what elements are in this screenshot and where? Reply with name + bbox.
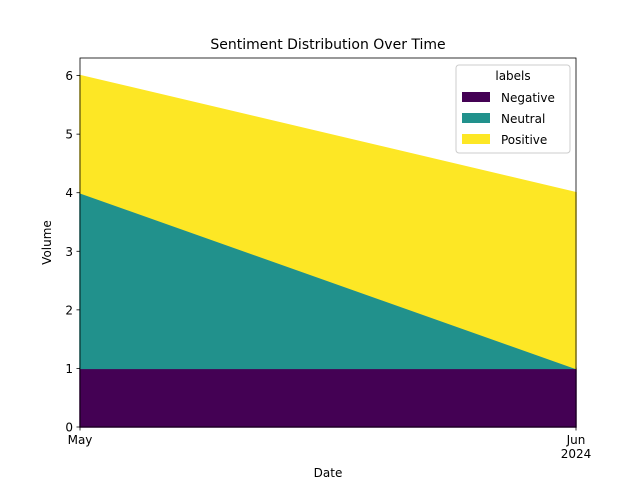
- stacked-areas: [79, 74, 577, 428]
- x-axis-label: Date: [314, 466, 343, 480]
- y-tick-label: 3: [65, 245, 73, 259]
- area-negative: [79, 367, 577, 428]
- y-tick-label: 1: [65, 362, 73, 376]
- legend-label-positive: Positive: [501, 133, 547, 147]
- y-tick-label: 5: [65, 128, 73, 142]
- y-tick-label: 2: [65, 303, 73, 317]
- x-tick-label: Jun: [566, 433, 586, 447]
- y-axis: 0 1 2 3 4 5 6: [65, 69, 80, 435]
- x-tick-label: 2024: [561, 447, 592, 461]
- legend-title: labels: [495, 69, 530, 83]
- legend-label-negative: Negative: [501, 91, 555, 105]
- y-tick-label: 6: [65, 69, 73, 83]
- legend-swatch-neutral: [462, 113, 490, 123]
- y-axis-label: Volume: [40, 220, 54, 265]
- plot-frame: [79, 57, 577, 428]
- legend-swatch-negative: [462, 92, 490, 102]
- y-tick-label: 4: [65, 186, 73, 200]
- legend-label-neutral: Neutral: [501, 112, 545, 126]
- y-tick-label: 0: [65, 421, 73, 435]
- x-tick-label: May: [68, 433, 93, 447]
- legend-box: [455, 64, 571, 154]
- legend: labels Negative Neutral Positive: [455, 64, 571, 154]
- chart-title: Sentiment Distribution Over Time: [210, 37, 445, 53]
- legend-swatch-positive: [462, 134, 490, 144]
